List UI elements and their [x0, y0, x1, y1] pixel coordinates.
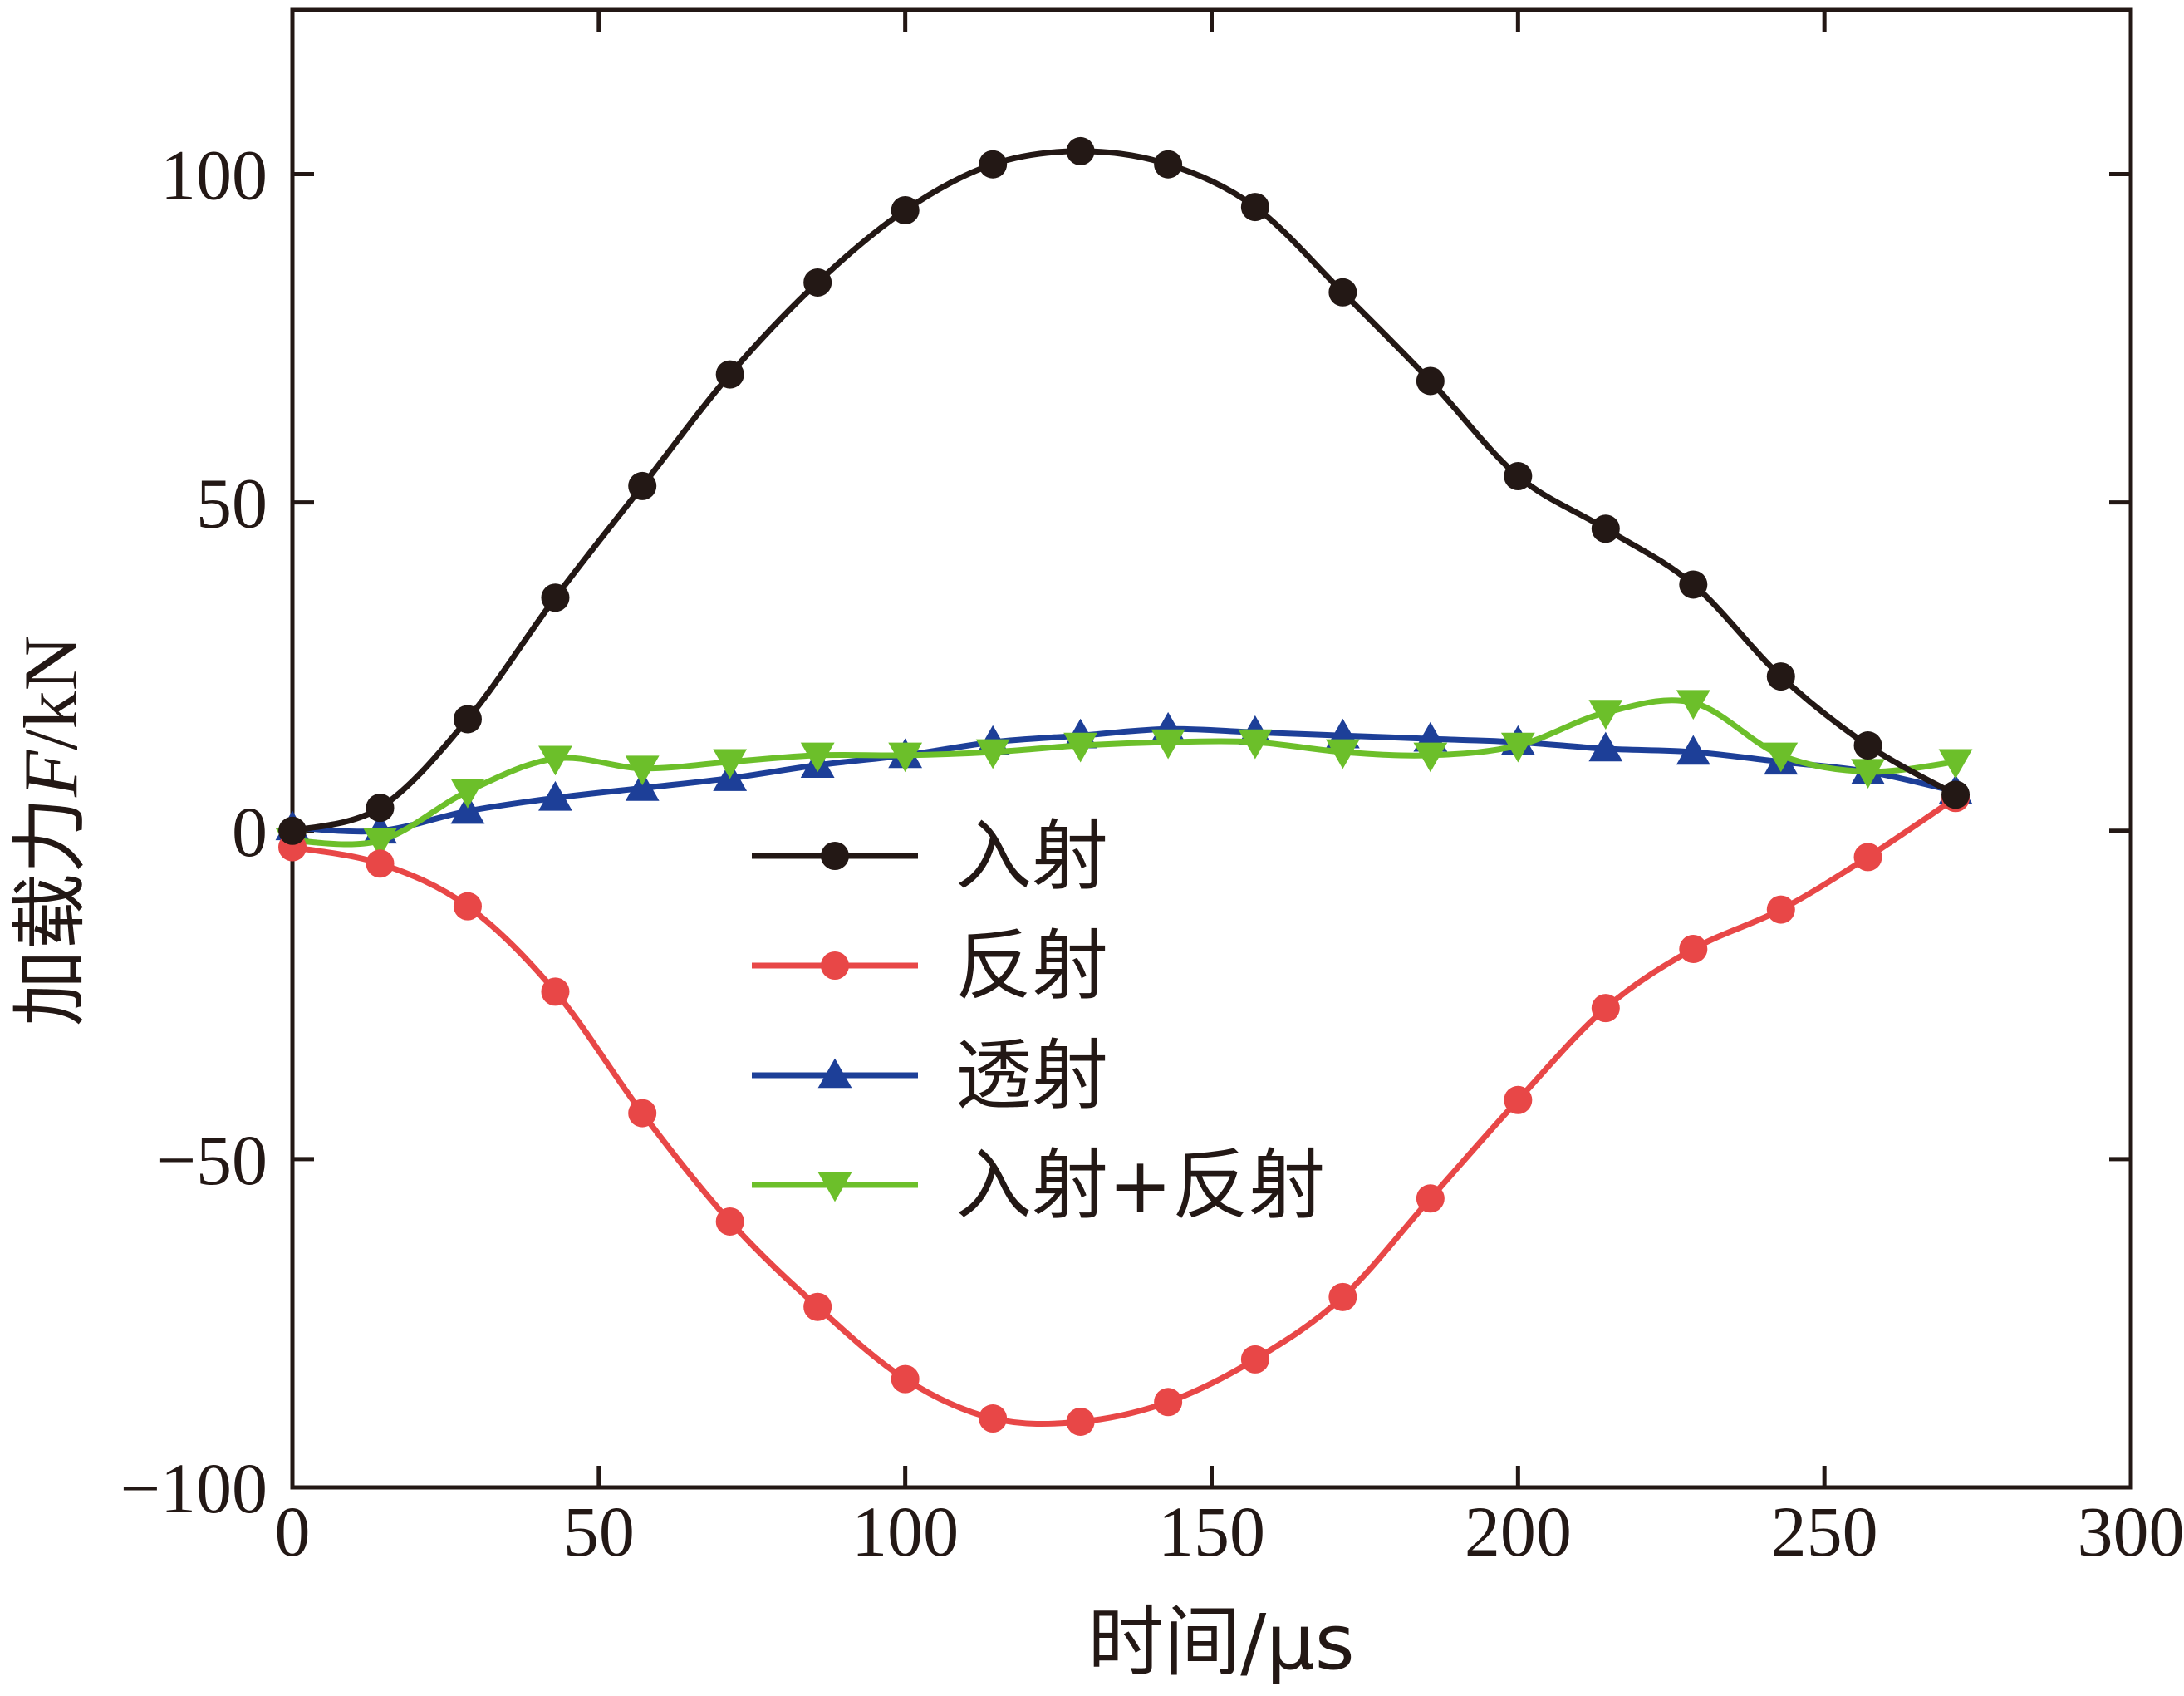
data-point	[1676, 735, 1710, 765]
data-point	[1941, 780, 1971, 809]
legend-item: 透射	[752, 1031, 1108, 1120]
data-point	[1328, 278, 1357, 307]
data-point	[1063, 732, 1098, 763]
data-point	[1240, 1345, 1269, 1374]
series-0	[278, 136, 1971, 845]
x-tick-label: 0	[275, 1492, 311, 1571]
x-tick-label: 100	[852, 1492, 959, 1571]
data-point	[625, 755, 660, 786]
data-point	[891, 1364, 920, 1394]
data-point	[1938, 749, 1973, 779]
legend-label: 反射	[955, 922, 1108, 1010]
series-2	[275, 711, 1973, 844]
data-point	[1151, 729, 1185, 760]
y-axis-title-variable: F	[8, 750, 93, 798]
y-tick-label: 50	[196, 464, 267, 543]
data-point	[1328, 1282, 1357, 1311]
data-point	[891, 196, 920, 225]
data-point	[1764, 742, 1799, 773]
legend-swatch-marker	[817, 1172, 852, 1202]
data-point	[800, 742, 835, 773]
series-3	[275, 690, 1973, 858]
data-point	[979, 1404, 1008, 1433]
data-point	[366, 849, 395, 878]
data-point	[1766, 895, 1795, 924]
x-tick-label: 200	[1465, 1492, 1572, 1571]
data-point	[1413, 742, 1448, 773]
data-point	[1679, 570, 1708, 599]
data-point	[541, 977, 570, 1006]
legend-label: 透射	[955, 1031, 1108, 1120]
y-tick-label: 100	[160, 135, 267, 215]
legend-label: 入射+反射	[955, 1141, 1325, 1230]
data-point	[1591, 514, 1620, 543]
data-point	[1851, 759, 1885, 789]
data-point	[1679, 935, 1708, 964]
data-point	[803, 1292, 832, 1321]
data-point	[715, 360, 744, 389]
legend-item: 入射	[752, 812, 1108, 901]
data-point	[1676, 690, 1710, 720]
data-point	[453, 892, 482, 921]
data-point	[1325, 739, 1360, 769]
x-axis-title: 时间/μs	[1087, 1598, 1354, 1687]
data-point	[888, 742, 923, 773]
series-1	[278, 784, 1971, 1436]
data-point	[1588, 731, 1623, 762]
data-point	[1416, 1184, 1445, 1213]
data-point	[628, 471, 657, 500]
data-point	[453, 705, 482, 734]
series-line	[292, 697, 1956, 848]
legend-item: 反射	[752, 922, 1108, 1010]
x-tick-label: 250	[1771, 1492, 1878, 1571]
series-line	[292, 795, 1957, 1428]
data-point	[715, 1207, 744, 1236]
data-point	[538, 745, 572, 776]
data-point	[450, 779, 485, 809]
y-axis-title: 加载力F/kN	[6, 636, 95, 1026]
x-tick-label: 50	[563, 1492, 635, 1571]
legend-item: 入射+反射	[752, 1141, 1325, 1230]
legend-swatch-marker	[817, 1058, 852, 1089]
data-point	[541, 583, 570, 612]
data-point	[278, 816, 307, 845]
x-tick-label: 300	[2078, 1492, 2184, 1571]
y-tick-label: −50	[155, 1120, 267, 1200]
data-point	[363, 828, 397, 858]
data-point	[1500, 732, 1535, 763]
data-point	[366, 794, 395, 823]
data-point	[1504, 1085, 1533, 1114]
data-point	[1591, 994, 1620, 1023]
data-point	[1238, 729, 1273, 760]
data-point	[1588, 700, 1623, 730]
x-tick-label: 150	[1158, 1492, 1265, 1571]
data-point	[628, 1099, 657, 1128]
legend-label: 入射	[955, 812, 1108, 901]
data-point	[979, 150, 1008, 179]
legend-swatch-marker	[821, 951, 849, 980]
data-point	[1853, 731, 1882, 760]
legend-swatch-marker	[821, 842, 849, 870]
data-point	[1154, 150, 1183, 179]
data-point	[450, 794, 485, 824]
data-point	[1504, 462, 1533, 491]
data-point	[1853, 843, 1882, 872]
y-axis-title-unit: /kN	[8, 636, 93, 750]
y-tick-label: 0	[232, 792, 267, 872]
data-point	[975, 739, 1010, 769]
y-tick-label: −100	[120, 1448, 267, 1528]
data-point	[538, 780, 572, 811]
data-point	[713, 749, 748, 779]
data-point	[1066, 1407, 1095, 1436]
data-point	[625, 771, 660, 801]
data-point	[1066, 136, 1095, 165]
data-point	[1154, 1388, 1183, 1417]
y-axis-title-prefix: 加载力	[6, 797, 95, 1026]
data-point	[1240, 193, 1269, 222]
data-point	[803, 268, 832, 297]
data-point	[1416, 366, 1445, 396]
data-point	[1766, 662, 1795, 691]
